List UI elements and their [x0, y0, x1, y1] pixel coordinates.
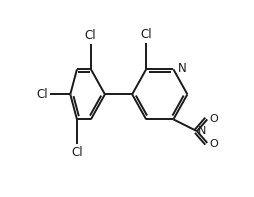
- Text: O: O: [209, 139, 217, 149]
- Text: O: O: [209, 114, 217, 124]
- Text: N: N: [177, 62, 185, 75]
- Text: Cl: Cl: [140, 28, 151, 41]
- Text: Cl: Cl: [36, 88, 48, 101]
- Text: N: N: [197, 126, 205, 136]
- Text: Cl: Cl: [84, 30, 96, 43]
- Text: Cl: Cl: [71, 146, 82, 159]
